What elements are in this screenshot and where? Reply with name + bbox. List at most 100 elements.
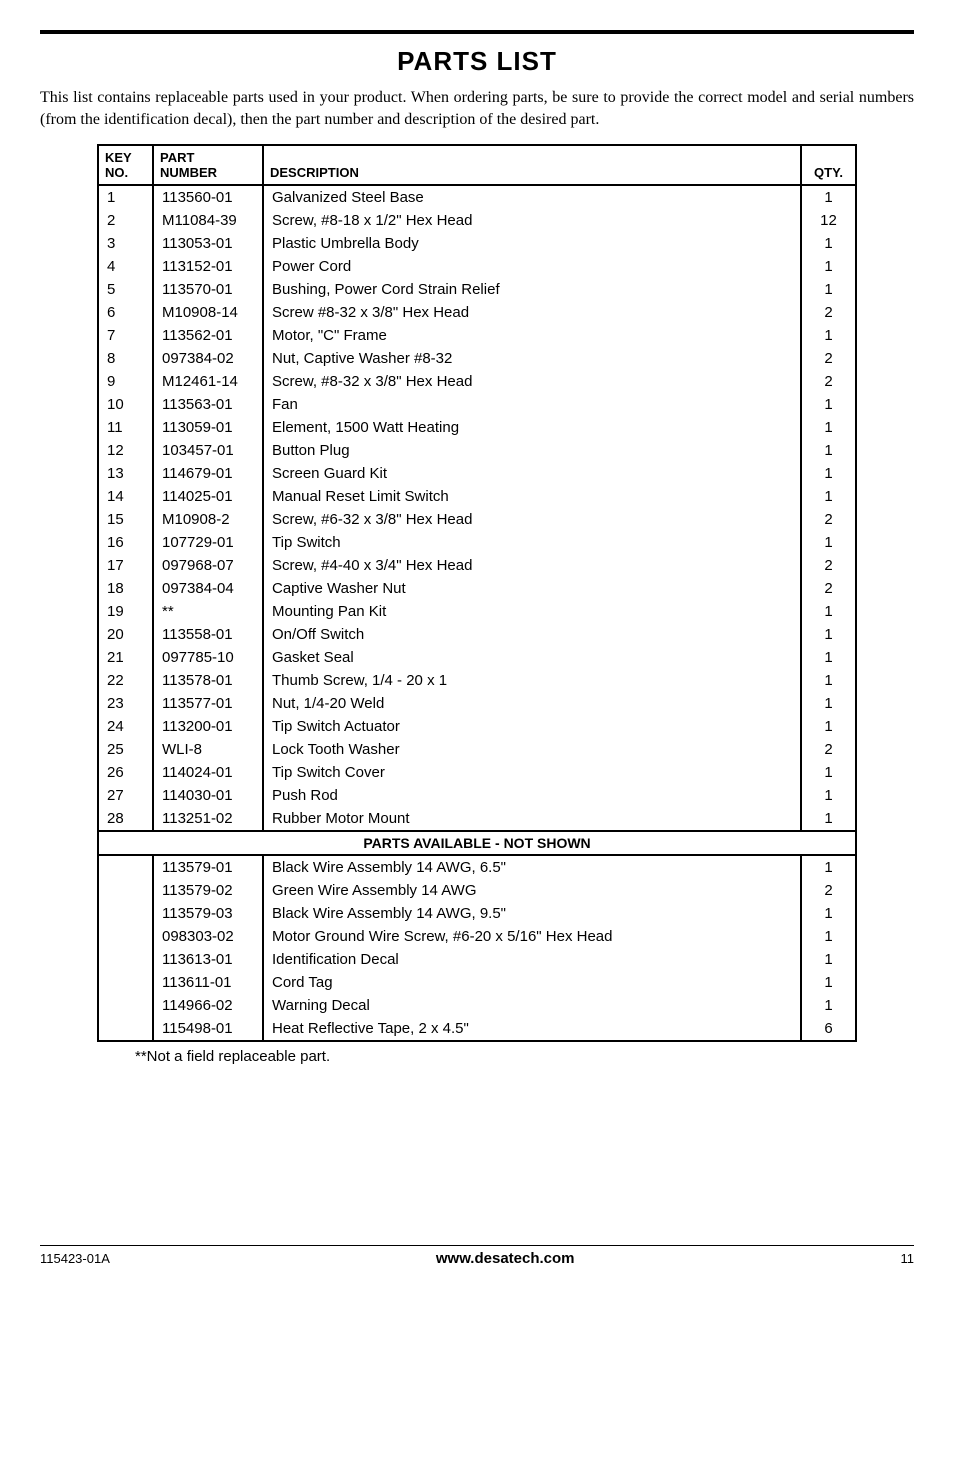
- key-cell: 22: [98, 669, 153, 692]
- part-cell: 114679-01: [153, 462, 263, 485]
- key-cell: 6: [98, 301, 153, 324]
- table-row: 113579-02Green Wire Assembly 14 AWG2: [98, 879, 856, 902]
- desc-cell: Tip Switch: [263, 531, 801, 554]
- table-row: 17097968-07Screw, #4-40 x 3/4" Hex Head2: [98, 554, 856, 577]
- table-row: 3113053-01Plastic Umbrella Body1: [98, 232, 856, 255]
- table-row: 22113578-01Thumb Screw, 1/4 - 20 x 11: [98, 669, 856, 692]
- table-row: 113613-01Identification Decal1: [98, 948, 856, 971]
- header-description: DESCRIPTION: [263, 145, 801, 185]
- table-row: 23113577-01Nut, 1/4-20 Weld1: [98, 692, 856, 715]
- footer-right: 11: [901, 1251, 915, 1266]
- qty-cell: 2: [801, 879, 856, 902]
- table-row: 7113562-01Motor, "C" Frame1: [98, 324, 856, 347]
- key-cell: 20: [98, 623, 153, 646]
- key-cell: 4: [98, 255, 153, 278]
- part-cell: 113200-01: [153, 715, 263, 738]
- table-row: 1113560-01Galvanized Steel Base1: [98, 185, 856, 209]
- part-cell: 113613-01: [153, 948, 263, 971]
- part-cell: 114024-01: [153, 761, 263, 784]
- desc-cell: Nut, 1/4-20 Weld: [263, 692, 801, 715]
- table-row: 21097785-10Gasket Seal1: [98, 646, 856, 669]
- key-cell: [98, 1017, 153, 1041]
- qty-cell: 1: [801, 855, 856, 879]
- desc-cell: Push Rod: [263, 784, 801, 807]
- part-cell: 113152-01: [153, 255, 263, 278]
- header-part-line1: PART: [160, 150, 256, 165]
- key-cell: 14: [98, 485, 153, 508]
- footer-center: www.desatech.com: [436, 1250, 575, 1267]
- part-cell: M10908-14: [153, 301, 263, 324]
- qty-cell: 1: [801, 646, 856, 669]
- qty-cell: 12: [801, 209, 856, 232]
- part-cell: 113579-02: [153, 879, 263, 902]
- table-row: 4113152-01Power Cord1: [98, 255, 856, 278]
- desc-cell: Plastic Umbrella Body: [263, 232, 801, 255]
- desc-cell: Thumb Screw, 1/4 - 20 x 1: [263, 669, 801, 692]
- qty-cell: 1: [801, 669, 856, 692]
- footnote: **Not a field replaceable part.: [135, 1048, 914, 1065]
- key-cell: [98, 971, 153, 994]
- table-row: 9M12461-14Screw, #8-32 x 3/8" Hex Head2: [98, 370, 856, 393]
- table-row: 10113563-01Fan1: [98, 393, 856, 416]
- table-row: 25WLI-8Lock Tooth Washer2: [98, 738, 856, 761]
- part-cell: 114966-02: [153, 994, 263, 1017]
- qty-cell: 1: [801, 925, 856, 948]
- desc-cell: Tip Switch Actuator: [263, 715, 801, 738]
- key-cell: 19: [98, 600, 153, 623]
- parts-table: KEY NO. PART NUMBER DESCRIPTION QTY. 111…: [97, 144, 857, 1042]
- key-cell: 25: [98, 738, 153, 761]
- part-cell: 115498-01: [153, 1017, 263, 1041]
- qty-cell: 1: [801, 393, 856, 416]
- key-cell: 7: [98, 324, 153, 347]
- header-part-line2: NUMBER: [160, 165, 217, 180]
- top-rule: [40, 30, 914, 34]
- desc-cell: Button Plug: [263, 439, 801, 462]
- qty-cell: 2: [801, 554, 856, 577]
- desc-cell: Bushing, Power Cord Strain Relief: [263, 278, 801, 301]
- table-row: 15M10908-2Screw, #6-32 x 3/8" Hex Head2: [98, 508, 856, 531]
- part-cell: M10908-2: [153, 508, 263, 531]
- desc-cell: Black Wire Assembly 14 AWG, 6.5": [263, 855, 801, 879]
- part-cell: 113558-01: [153, 623, 263, 646]
- qty-cell: 1: [801, 531, 856, 554]
- part-cell: 113562-01: [153, 324, 263, 347]
- qty-cell: 2: [801, 577, 856, 600]
- qty-cell: 1: [801, 485, 856, 508]
- key-cell: 17: [98, 554, 153, 577]
- part-cell: 113578-01: [153, 669, 263, 692]
- part-cell: 097384-02: [153, 347, 263, 370]
- parts-table-wrap: KEY NO. PART NUMBER DESCRIPTION QTY. 111…: [97, 144, 857, 1042]
- footer-left: 115423-01A: [40, 1251, 110, 1266]
- part-cell: 107729-01: [153, 531, 263, 554]
- qty-cell: 2: [801, 301, 856, 324]
- key-cell: 16: [98, 531, 153, 554]
- desc-cell: Tip Switch Cover: [263, 761, 801, 784]
- part-cell: **: [153, 600, 263, 623]
- key-cell: 27: [98, 784, 153, 807]
- page-title: PARTS LIST: [40, 46, 914, 77]
- table-row: 2M11084-39Screw, #8-18 x 1/2" Hex Head12: [98, 209, 856, 232]
- desc-cell: Identification Decal: [263, 948, 801, 971]
- table-row: 098303-02Motor Ground Wire Screw, #6-20 …: [98, 925, 856, 948]
- qty-cell: 1: [801, 761, 856, 784]
- part-cell: M11084-39: [153, 209, 263, 232]
- part-cell: 113563-01: [153, 393, 263, 416]
- key-cell: 26: [98, 761, 153, 784]
- part-cell: 098303-02: [153, 925, 263, 948]
- qty-cell: 2: [801, 347, 856, 370]
- part-cell: 114025-01: [153, 485, 263, 508]
- qty-cell: 1: [801, 902, 856, 925]
- desc-cell: Power Cord: [263, 255, 801, 278]
- key-cell: 9: [98, 370, 153, 393]
- key-cell: 21: [98, 646, 153, 669]
- part-cell: 113611-01: [153, 971, 263, 994]
- header-qty-text: QTY.: [814, 165, 843, 180]
- part-cell: 113251-02: [153, 807, 263, 831]
- table-row: 28113251-02Rubber Motor Mount1: [98, 807, 856, 831]
- desc-cell: Screw, #6-32 x 3/8" Hex Head: [263, 508, 801, 531]
- desc-cell: Captive Washer Nut: [263, 577, 801, 600]
- table-row: 5113570-01Bushing, Power Cord Strain Rel…: [98, 278, 856, 301]
- table-row: 11113059-01Element, 1500 Watt Heating1: [98, 416, 856, 439]
- header-desc-text: DESCRIPTION: [270, 165, 359, 180]
- desc-cell: Gasket Seal: [263, 646, 801, 669]
